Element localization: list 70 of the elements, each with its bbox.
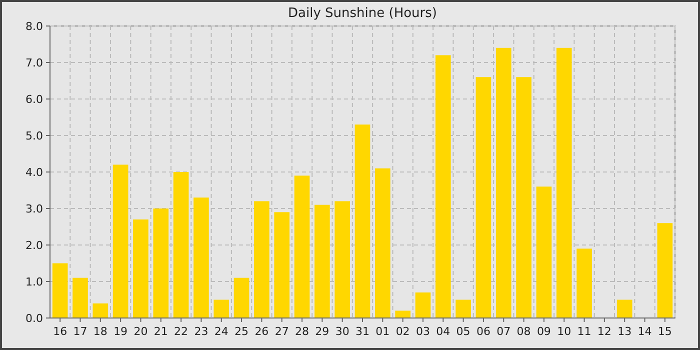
bar (173, 172, 189, 318)
x-tick-label: 02 (396, 325, 410, 338)
bar (657, 223, 673, 318)
x-tick-label: 20 (134, 325, 148, 338)
x-tick-label: 26 (254, 325, 269, 338)
y-tick-label: 7.0 (26, 56, 43, 70)
bar (194, 198, 209, 318)
y-tick-label: 0.0 (26, 312, 43, 325)
x-tick-label: 03 (416, 325, 430, 338)
x-tick-label: 22 (174, 325, 188, 338)
x-tick-label: 29 (315, 325, 330, 338)
bar (516, 77, 532, 318)
y-tick-label: 3.0 (26, 202, 43, 216)
x-tick-label: 28 (295, 325, 310, 338)
x-tick-label: 12 (597, 325, 612, 338)
bar (214, 300, 230, 318)
x-tick-label: 30 (335, 325, 350, 338)
y-tick-label: 6.0 (26, 92, 43, 106)
x-tick-label: 06 (476, 325, 490, 338)
y-tick-label: 1.0 (26, 275, 43, 288)
bar (72, 278, 88, 318)
x-tick-label: 04 (436, 325, 450, 338)
chart-title: Daily Sunshine (Hours) (288, 6, 437, 21)
bar (92, 303, 108, 318)
bar (294, 176, 310, 318)
bar (153, 208, 169, 318)
x-tick-label: 25 (234, 325, 249, 338)
x-tick-label: 11 (577, 325, 592, 338)
bar (496, 48, 512, 318)
bar (133, 219, 148, 318)
bar (334, 201, 350, 318)
x-tick-label: 15 (658, 325, 672, 338)
bar (476, 77, 492, 318)
x-tick-label: 01 (376, 325, 390, 338)
x-tick-label: 18 (93, 325, 108, 338)
bar (354, 124, 370, 318)
bar (576, 248, 592, 318)
x-tick-label: 31 (356, 325, 370, 338)
x-tick-label: 07 (496, 325, 511, 338)
bar (415, 292, 431, 318)
bar (456, 300, 471, 318)
bar (375, 168, 390, 318)
bar (52, 263, 68, 318)
bar (254, 201, 270, 318)
y-tick-label: 4.0 (26, 166, 43, 179)
x-tick-label: 27 (274, 325, 289, 338)
bar (536, 186, 552, 318)
bar (314, 204, 330, 318)
x-tick-label: 13 (618, 325, 632, 338)
x-tick-label: 14 (638, 325, 652, 338)
y-tick-label: 8.0 (26, 20, 43, 33)
x-tick-label: 24 (214, 325, 228, 338)
bar (274, 212, 290, 318)
bar (435, 55, 451, 318)
x-tick-label: 10 (557, 325, 572, 338)
x-tick-label: 05 (456, 325, 470, 338)
x-tick-label: 21 (154, 325, 168, 338)
bar (556, 48, 572, 318)
bar (234, 278, 250, 318)
x-tick-label: 19 (114, 325, 128, 338)
y-tick-label: 5.0 (26, 129, 43, 142)
bar (395, 310, 410, 318)
bar (112, 164, 128, 318)
x-tick-label: 23 (194, 325, 208, 338)
x-tick-label: 17 (73, 325, 88, 338)
x-tick-label: 08 (516, 325, 531, 338)
x-tick-label: 16 (53, 325, 68, 338)
y-tick-label: 2.0 (26, 238, 43, 252)
bar (616, 300, 632, 318)
x-tick-label: 09 (536, 325, 551, 338)
